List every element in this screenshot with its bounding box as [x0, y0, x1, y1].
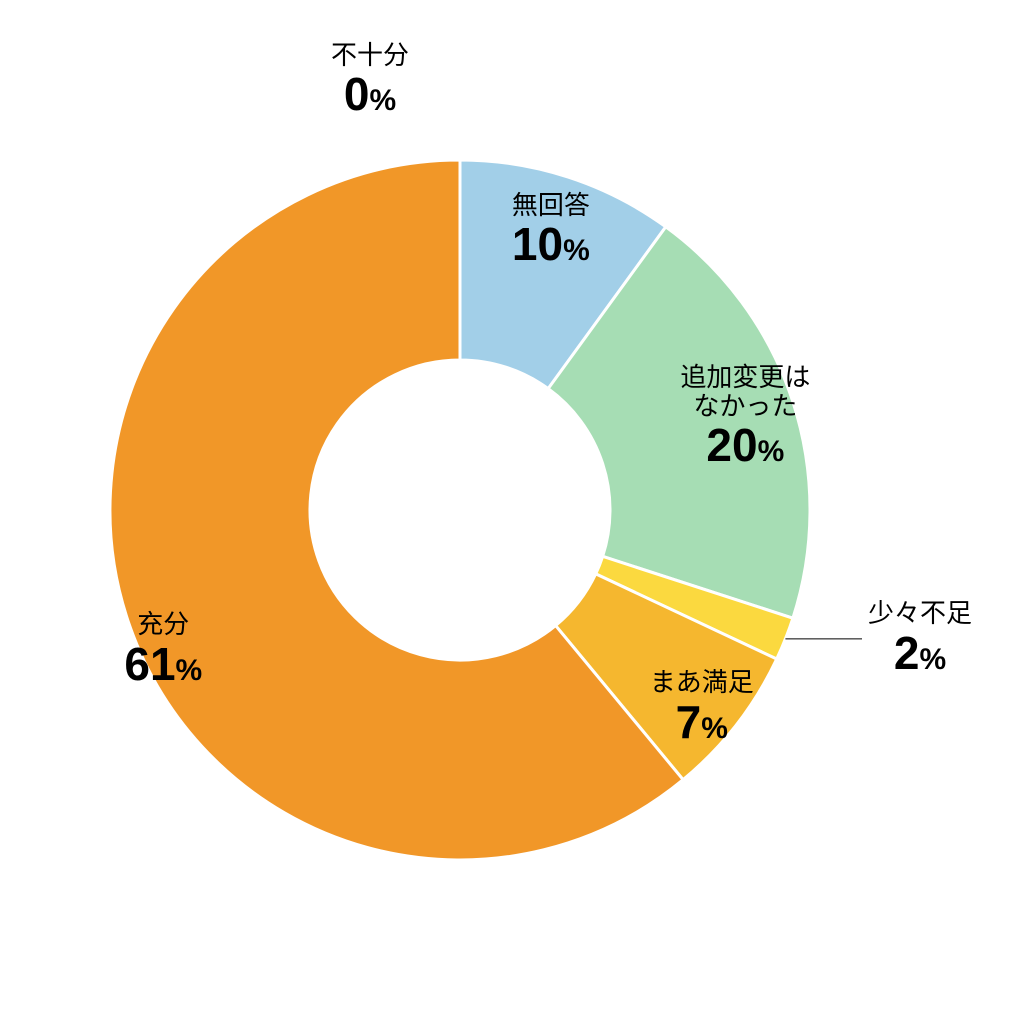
slice-label: 追加変更はなかった20%: [680, 363, 810, 471]
slice-label-text: 無回答: [512, 191, 590, 220]
slice-label-text: 少々不足: [868, 599, 972, 628]
slice-value: 7%: [650, 697, 754, 748]
slice-label: 充分61%: [124, 610, 202, 689]
slice-label: 少々不足2%: [868, 599, 972, 678]
slice-value-number: 0: [344, 68, 370, 120]
slice-label-text: 充分: [124, 610, 202, 639]
slice-label-text: 不十分: [331, 41, 409, 70]
slice-value: 20%: [680, 420, 810, 471]
slice-value-number: 10: [512, 218, 563, 270]
slice-label-text: まあ満足: [650, 668, 754, 697]
donut-svg: [0, 0, 1021, 1020]
percent-sign: %: [563, 234, 590, 267]
slice-label-text: なかった: [680, 392, 810, 421]
slice-label: 無回答10%: [512, 191, 590, 270]
slice-value: 61%: [124, 639, 202, 690]
slice-label: 不十分0%: [331, 41, 409, 120]
percent-sign: %: [758, 435, 785, 468]
slice-value: 0%: [331, 69, 409, 120]
slice-value: 10%: [512, 219, 590, 270]
slice-label-text: 追加変更は: [680, 363, 810, 392]
slice-value-number: 20: [706, 419, 757, 471]
percent-sign: %: [369, 84, 396, 117]
percent-sign: %: [701, 712, 728, 745]
slice-label: まあ満足7%: [650, 668, 754, 747]
slice-value-number: 61: [124, 638, 175, 690]
slice-value: 2%: [868, 628, 972, 679]
slice-value-number: 7: [676, 696, 702, 748]
slice-value-number: 2: [894, 627, 920, 679]
donut-chart: 無回答10%追加変更はなかった20%少々不足2%まあ満足7%充分61%不十分0%: [0, 0, 1021, 1020]
percent-sign: %: [176, 654, 203, 687]
percent-sign: %: [919, 643, 946, 676]
